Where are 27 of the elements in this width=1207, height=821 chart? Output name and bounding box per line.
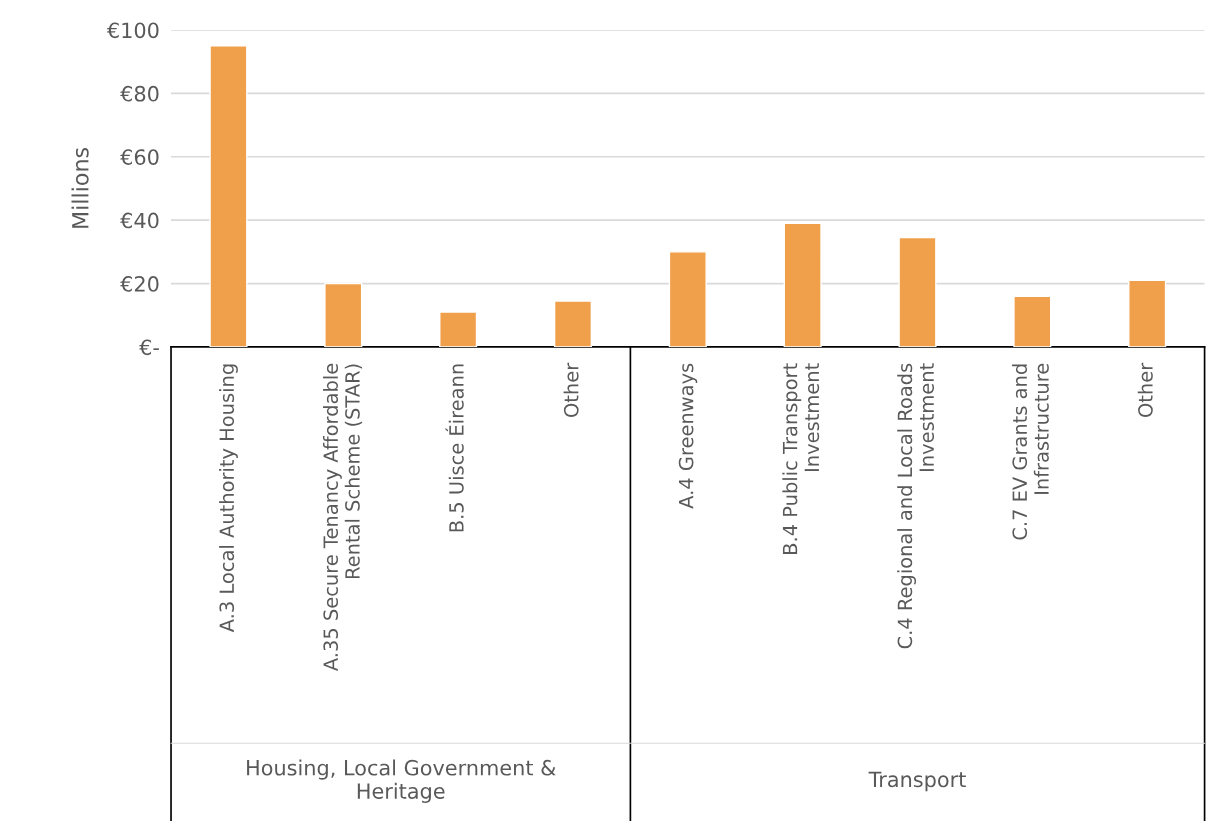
bar [553,300,593,347]
x-tick-label: A.4 Greenways [678,363,698,509]
text: Transport [868,771,966,792]
y-tick-label: €60 [120,149,159,165]
bar [439,311,478,347]
x-tick-label: C.4 Regional and Local Roads Investment [897,363,935,649]
bar [783,222,822,347]
y-tick-label: €20 [120,276,159,292]
y-tick-label: €40 [120,212,159,229]
x-tick-label: Other [563,362,579,417]
x-tick-label: A.35 Secure Tenancy Affordable Rental Scheme (STAR) [322,363,363,672]
y-tick-label: €100 [106,22,159,39]
bar [1128,279,1167,347]
bar [1013,295,1052,347]
x-tick-label: B.5 Uisce Éireann [445,364,464,532]
y-tick-label: €80 [120,85,159,102]
text: Housing, Local Government & Heritage [247,759,556,803]
bar [324,282,363,347]
x-tick-label: A.3 Local Authority Housing [219,364,238,633]
bar [209,45,248,347]
x-tick-label: C.7 EV Grants and Infrastructure [1012,363,1049,540]
x-tick-label: Other [1137,362,1153,417]
bar [668,251,707,347]
bar [898,236,937,347]
y-axis-title: Millions [71,147,89,228]
x-tick-label: B.4 Public Transport Investment [782,363,820,554]
y-tick-label: €- [139,339,159,356]
